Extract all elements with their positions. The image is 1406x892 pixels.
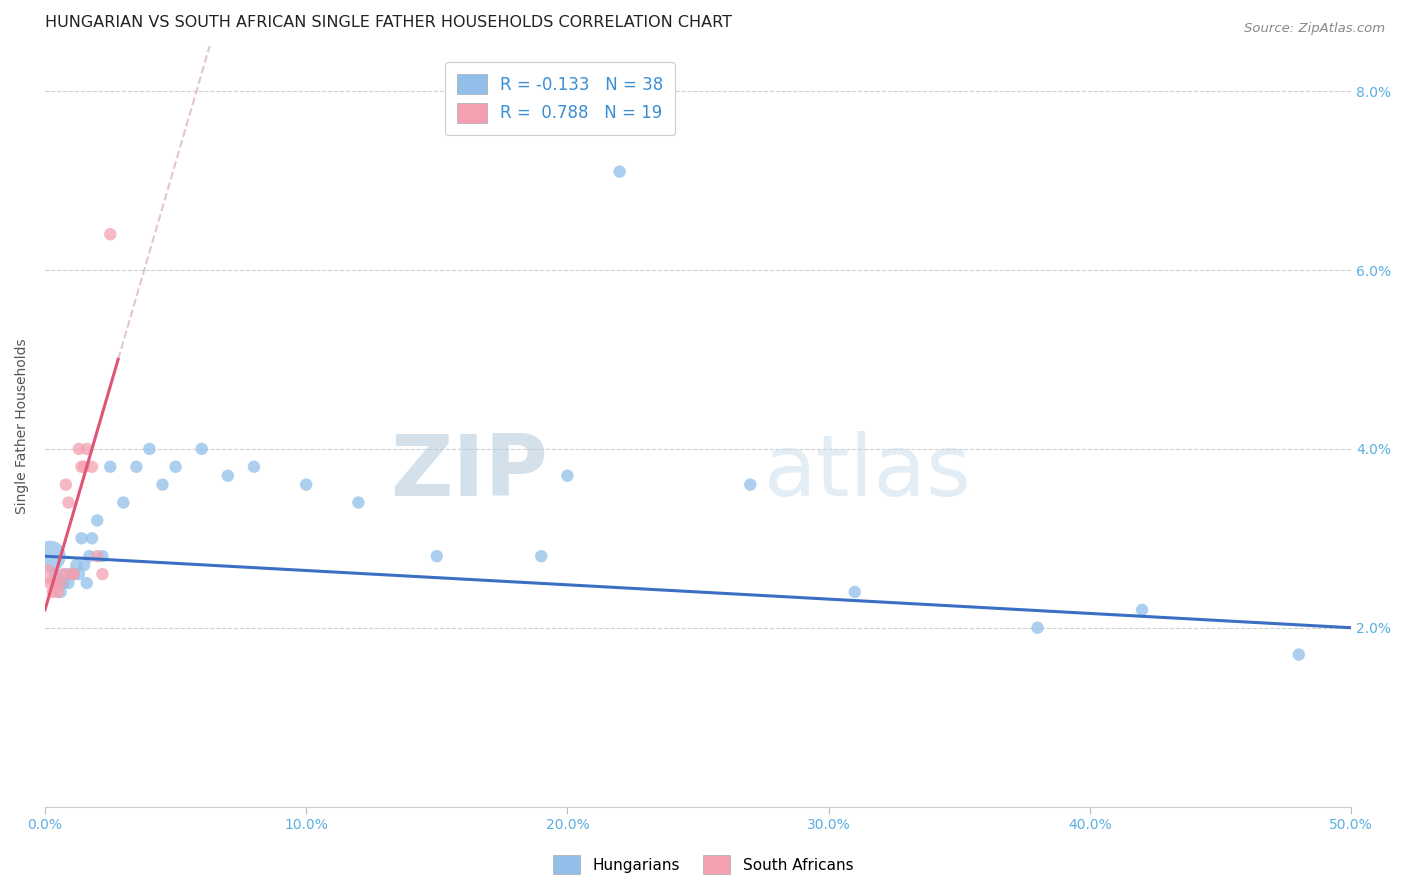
Point — [62, 567, 84, 582]
Point — [76, 576, 98, 591]
Point — [46, 585, 69, 599]
Y-axis label: Single Father Households: Single Father Households — [15, 339, 30, 515]
Point — [1130, 603, 1153, 617]
Point — [217, 468, 239, 483]
Point — [44, 576, 66, 591]
Point — [138, 442, 160, 456]
Text: atlas: atlas — [763, 431, 972, 514]
Point — [70, 531, 93, 545]
Point — [91, 549, 114, 564]
Point — [1288, 648, 1310, 662]
Point — [62, 567, 84, 582]
Point — [73, 558, 96, 573]
Point — [49, 585, 72, 599]
Point — [98, 459, 121, 474]
Point — [347, 495, 370, 509]
Point — [60, 567, 83, 582]
Point — [58, 576, 80, 591]
Point — [58, 495, 80, 509]
Point — [42, 585, 65, 599]
Point — [1026, 621, 1049, 635]
Point — [80, 531, 103, 545]
Point — [70, 459, 93, 474]
Point — [112, 495, 135, 509]
Point — [609, 164, 631, 178]
Point — [55, 477, 77, 491]
Point — [844, 585, 866, 599]
Point — [91, 567, 114, 582]
Point — [52, 567, 75, 582]
Point — [86, 513, 108, 527]
Point — [740, 477, 762, 491]
Point — [530, 549, 553, 564]
Point — [80, 459, 103, 474]
Point — [52, 576, 75, 591]
Point — [557, 468, 579, 483]
Point — [426, 549, 449, 564]
Legend: R = -0.133   N = 38, R =  0.788   N = 19: R = -0.133 N = 38, R = 0.788 N = 19 — [446, 62, 675, 135]
Point — [165, 459, 187, 474]
Point — [86, 549, 108, 564]
Point — [60, 567, 83, 582]
Point — [76, 442, 98, 456]
Point — [67, 567, 90, 582]
Legend: Hungarians, South Africans: Hungarians, South Africans — [547, 849, 859, 880]
Point — [46, 576, 69, 591]
Point — [37, 567, 59, 582]
Text: ZIP: ZIP — [389, 431, 548, 514]
Point — [49, 576, 72, 591]
Point — [79, 549, 101, 564]
Point — [67, 442, 90, 456]
Point — [190, 442, 212, 456]
Point — [39, 549, 62, 564]
Text: HUNGARIAN VS SOUTH AFRICAN SINGLE FATHER HOUSEHOLDS CORRELATION CHART: HUNGARIAN VS SOUTH AFRICAN SINGLE FATHER… — [45, 15, 733, 30]
Point — [44, 567, 66, 582]
Point — [152, 477, 174, 491]
Point — [98, 227, 121, 242]
Point — [73, 459, 96, 474]
Point — [65, 558, 87, 573]
Point — [55, 567, 77, 582]
Point — [39, 576, 62, 591]
Point — [125, 459, 148, 474]
Text: Source: ZipAtlas.com: Source: ZipAtlas.com — [1244, 22, 1385, 36]
Point — [295, 477, 318, 491]
Point — [243, 459, 266, 474]
